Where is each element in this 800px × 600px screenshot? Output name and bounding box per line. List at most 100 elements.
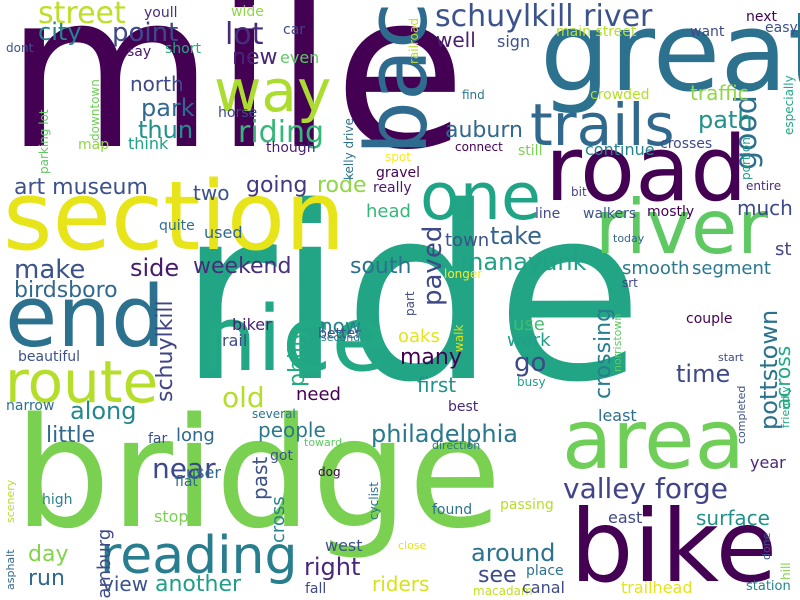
word: beautiful <box>18 349 81 365</box>
word: philadelphia <box>371 420 518 448</box>
word: friendly <box>779 386 792 428</box>
word: direction <box>432 439 481 452</box>
word: entire <box>746 179 782 193</box>
word: river <box>595 183 769 271</box>
word: fall <box>305 581 327 597</box>
word: hill <box>779 562 793 580</box>
word: riders <box>372 572 430 596</box>
word: mostly <box>647 204 695 220</box>
word: gravel <box>376 165 421 181</box>
word: bridge <box>14 385 502 562</box>
word: start <box>718 351 744 364</box>
word: work <box>507 330 551 351</box>
word: well <box>436 28 476 52</box>
word: high <box>42 492 73 508</box>
word: kelly drive <box>342 118 356 180</box>
word: lot <box>225 17 264 52</box>
word: little <box>46 423 96 448</box>
word: srt <box>622 276 638 290</box>
word: rail <box>222 331 248 350</box>
word: want <box>690 24 725 40</box>
word: oaks <box>398 326 440 347</box>
word: place <box>526 563 564 579</box>
word: old <box>222 381 265 414</box>
word: area <box>562 393 745 488</box>
word: use <box>513 314 545 335</box>
word: north <box>130 72 184 96</box>
word: far <box>148 431 168 447</box>
word: west <box>325 536 363 555</box>
word: paved <box>418 225 448 306</box>
word: map <box>78 137 110 153</box>
word: street <box>38 0 126 31</box>
word: see <box>478 563 517 588</box>
word: side <box>130 254 180 282</box>
word: passing <box>500 497 554 513</box>
word: line <box>535 206 561 222</box>
word: riding <box>238 115 325 150</box>
word: trailhead <box>621 578 693 597</box>
word: though <box>266 140 316 156</box>
word: past <box>248 456 272 500</box>
word: cross <box>268 496 289 543</box>
word: much <box>737 196 793 220</box>
word: right <box>304 553 361 581</box>
word: traffic <box>690 81 749 105</box>
word: think <box>128 134 169 153</box>
word: station <box>746 579 791 594</box>
word: bit <box>571 185 587 199</box>
word: art museum <box>14 175 148 200</box>
word: new <box>232 45 278 70</box>
word: reading <box>100 526 298 586</box>
word: road <box>545 117 748 222</box>
word: nice <box>200 287 387 392</box>
word: walk <box>452 324 466 352</box>
word: schuylkill <box>153 300 178 402</box>
word: say <box>127 44 152 60</box>
word: scenery <box>4 479 17 523</box>
word: flat <box>175 474 198 490</box>
word: wide <box>231 4 264 20</box>
word: need <box>296 384 341 405</box>
word: norristown <box>611 313 624 372</box>
word: philly <box>285 327 310 387</box>
word: auburn <box>445 118 523 143</box>
word: least <box>598 406 637 425</box>
word: even <box>280 48 320 67</box>
word: narrow <box>6 398 55 414</box>
word: crowded <box>590 87 650 103</box>
word: spot <box>385 150 411 164</box>
word: macadam <box>473 584 533 598</box>
word: head <box>366 201 411 222</box>
word: found <box>432 502 473 518</box>
word: next <box>746 9 778 25</box>
word: surface <box>696 506 770 530</box>
word: especially <box>782 75 796 135</box>
word: city <box>38 18 82 46</box>
word: segment <box>692 258 771 279</box>
word: go <box>514 348 547 378</box>
word: birdsboro <box>14 278 118 303</box>
word: toward <box>304 436 343 449</box>
word: take <box>490 222 542 250</box>
word: east <box>608 508 643 527</box>
word: second <box>321 331 361 344</box>
word: st <box>775 239 792 260</box>
word: year <box>750 453 786 472</box>
word: really <box>373 180 412 196</box>
word: now <box>320 314 362 338</box>
word: going <box>246 173 308 198</box>
word: longer <box>444 267 483 281</box>
word: stop <box>154 507 189 526</box>
word: biker <box>232 315 272 334</box>
word: completed <box>735 385 748 444</box>
word: town <box>445 230 490 251</box>
word: railroad <box>407 18 421 64</box>
word: couple <box>686 311 733 327</box>
word: end <box>5 268 166 367</box>
word: another <box>155 572 242 597</box>
word: cyclist <box>367 482 381 520</box>
word: part <box>403 291 417 316</box>
word: people <box>258 418 326 442</box>
word: weekend <box>193 254 292 279</box>
